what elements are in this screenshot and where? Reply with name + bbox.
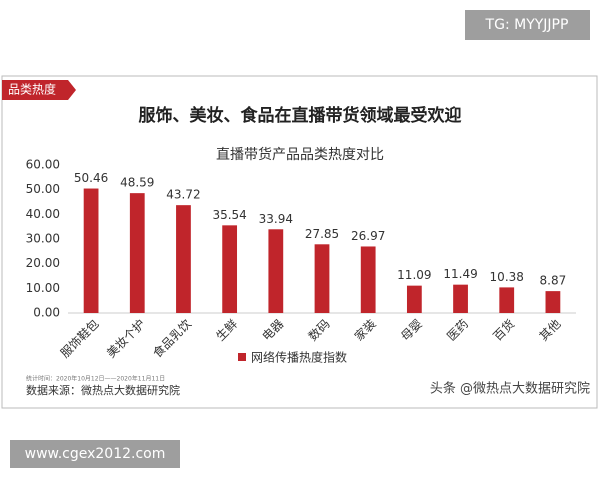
bar bbox=[83, 188, 99, 313]
value-label: 8.87 bbox=[540, 274, 567, 288]
bar bbox=[360, 246, 376, 313]
bar bbox=[268, 229, 284, 313]
tag-label: 品类热度 bbox=[8, 82, 56, 97]
tag-bg bbox=[2, 80, 76, 100]
y-tick-label: 60.00 bbox=[26, 158, 60, 172]
bar bbox=[222, 225, 238, 313]
card bbox=[1, 75, 598, 409]
bar bbox=[545, 291, 561, 313]
value-label: 10.38 bbox=[490, 270, 524, 284]
value-label: 43.72 bbox=[166, 188, 200, 202]
y-tick-label: 40.00 bbox=[26, 207, 60, 221]
bar bbox=[499, 287, 515, 313]
y-tick-label: 0.00 bbox=[33, 306, 60, 320]
tg-label: TG: MYYJJPP bbox=[485, 17, 569, 33]
bar bbox=[129, 193, 145, 313]
legend-swatch bbox=[238, 353, 246, 361]
value-label: 48.59 bbox=[120, 176, 154, 190]
value-label: 50.46 bbox=[74, 171, 108, 185]
value-label: 35.54 bbox=[212, 208, 246, 222]
y-tick-label: 20.00 bbox=[26, 256, 60, 270]
bar bbox=[453, 284, 468, 313]
url-label: www.cgex2012.com bbox=[25, 446, 166, 462]
watermark: 头条 @微热点大数据研究院 bbox=[430, 381, 590, 397]
y-tick-label: 30.00 bbox=[26, 232, 60, 246]
url-box bbox=[10, 440, 180, 468]
tg-box bbox=[465, 10, 590, 40]
source: 数据来源：微热点大数据研究院 bbox=[26, 383, 180, 397]
bar bbox=[406, 285, 422, 313]
bar bbox=[176, 205, 191, 313]
value-label: 11.49 bbox=[443, 267, 477, 281]
value-label: 27.85 bbox=[305, 227, 339, 241]
headline: 服饰、美妆、食品在直播带货领域最受欢迎 bbox=[139, 105, 462, 126]
bar bbox=[314, 244, 330, 313]
value-label: 11.09 bbox=[397, 268, 431, 282]
y-tick-label: 50.00 bbox=[26, 182, 60, 196]
chart-title: 直播带货产品品类热度对比 bbox=[216, 146, 384, 163]
y-tick-label: 10.00 bbox=[26, 281, 60, 295]
value-label: 33.94 bbox=[259, 212, 293, 226]
value-label: 26.97 bbox=[351, 229, 385, 243]
stat-time: 统计时间：2020年10月12日——2020年11月11日 bbox=[26, 375, 165, 383]
legend-label: 网络传播热度指数 bbox=[251, 350, 347, 365]
